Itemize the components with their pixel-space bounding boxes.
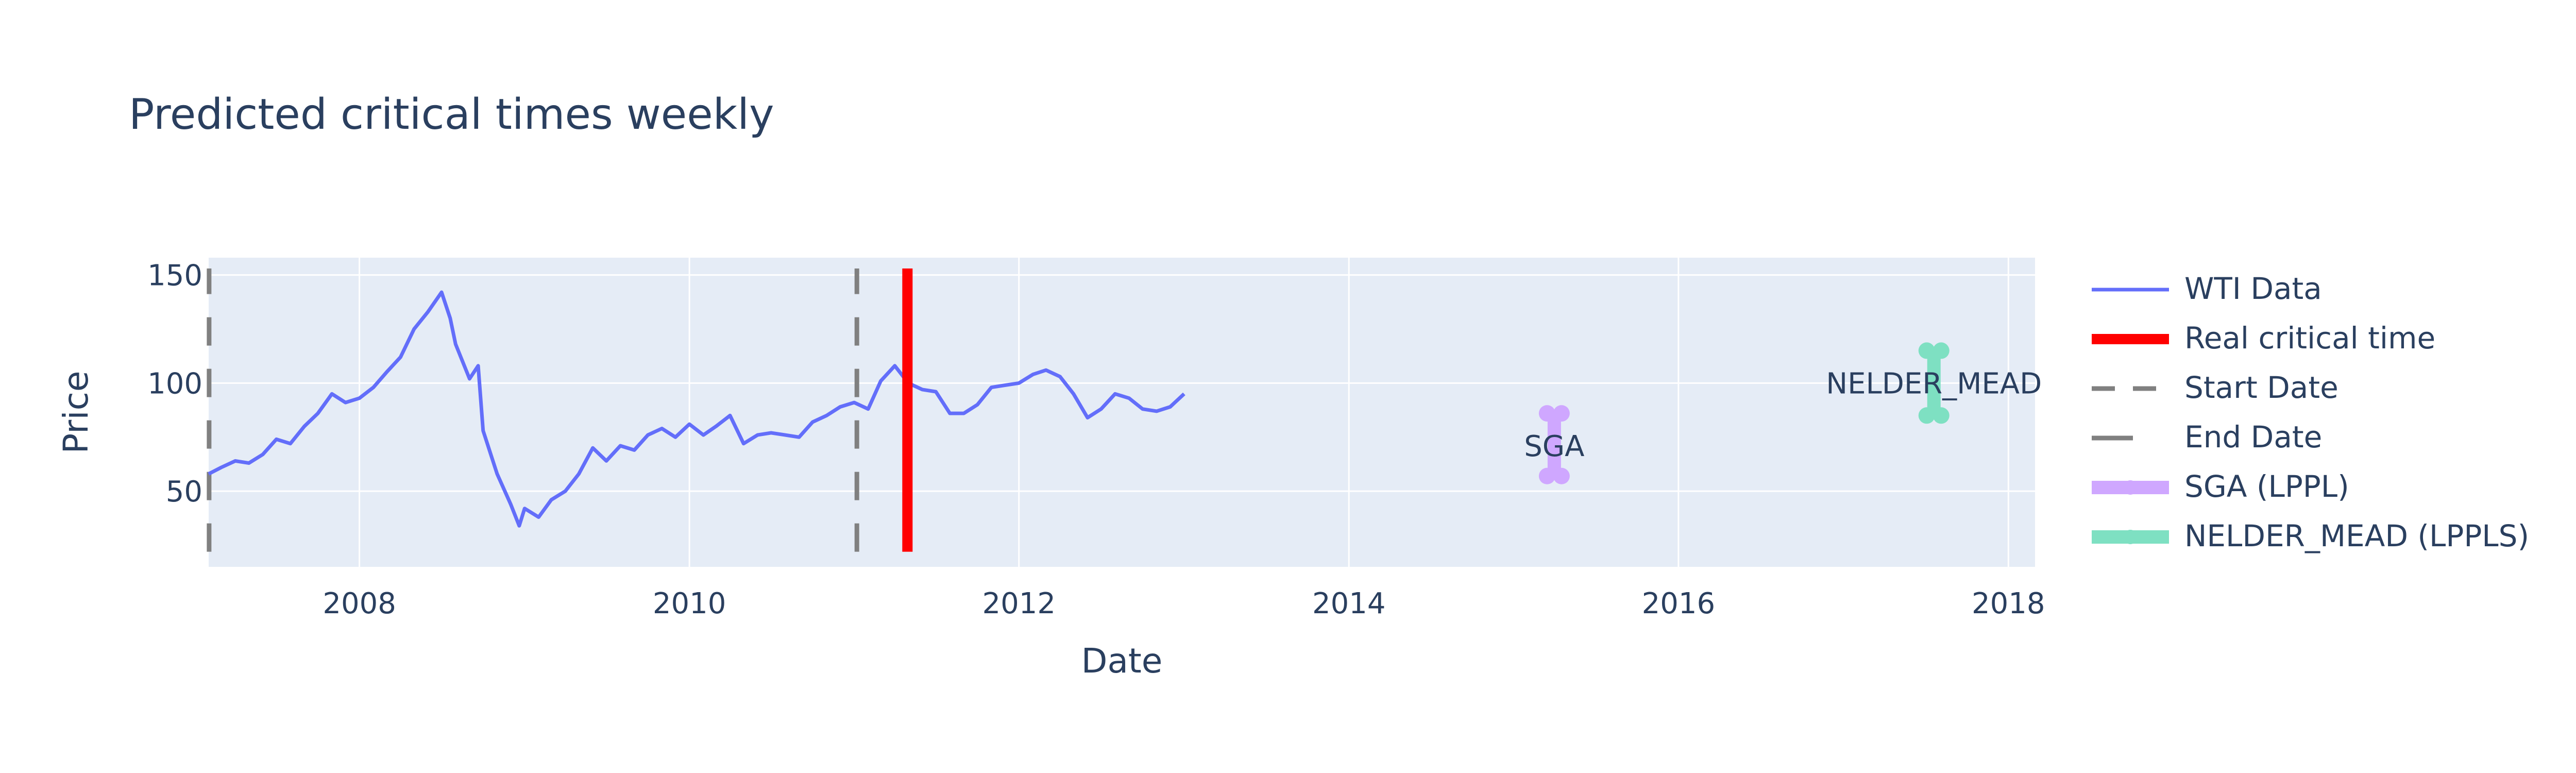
nelder-mead-prediction-end-marker [1918,407,1935,424]
x-tick-label: 2012 [982,587,1056,620]
legend-label: SGA (LPPL) [2184,469,2349,504]
y-tick-label: 150 [147,259,202,293]
legend-marker [2123,480,2138,495]
prediction-label: NELDER_MEAD [1826,367,2042,400]
x-tick-label: 2016 [1642,587,1716,620]
x-tick-label: 2014 [1312,587,1386,620]
legend-label: Start Date [2184,370,2338,405]
x-axis-title: Date [1081,641,1163,681]
legend-item[interactable]: End Date [2092,419,2322,455]
y-tick-label: 100 [147,367,202,400]
legend-item[interactable]: WTI Data [2092,271,2322,306]
legend-marker [2123,530,2138,544]
x-tick-label: 2018 [1972,587,2045,620]
data-marks: SGA NELDER_MEAD [207,268,2042,552]
wti-data-line [208,290,1185,528]
legend-item[interactable]: Start Date [2092,370,2338,405]
grid-lines [209,258,2035,567]
nelder-mead-prediction-end-marker [1933,342,1950,359]
nelder-mead-prediction-end-marker [1918,342,1935,359]
nelder-mead-prediction-end-marker [1933,407,1950,424]
legend-item[interactable]: Real critical time [2092,321,2435,356]
x-tick-label: 2008 [323,587,396,620]
plot-area [209,258,2035,567]
sga-prediction-end-marker [1538,467,1555,484]
legend-label: Real critical time [2184,321,2435,356]
legend-item[interactable]: NELDER_MEAD (LPPLS) [2092,518,2529,553]
legend-item[interactable]: SGA (LPPL) [2092,469,2349,504]
x-tick-label: 2010 [653,587,726,620]
legend[interactable]: WTI Data Real critical time Start Date End … [2092,271,2529,553]
prediction-label: SGA [1524,430,1584,463]
chart-title: Predicted critical times weekly [129,90,774,139]
sga-prediction-end-marker [1538,405,1555,422]
sga-prediction-end-marker [1553,405,1570,422]
y-axis-title: Price [56,371,96,453]
legend-label: WTI Data [2184,271,2322,306]
axis-ticks: 2008 2010 2012 2014 2016 2018 50 100 150 [147,259,2045,620]
legend-label: NELDER_MEAD (LPPLS) [2184,518,2529,553]
y-tick-label: 50 [166,475,202,509]
sga-prediction-end-marker [1553,467,1570,484]
legend-label: End Date [2184,419,2322,455]
